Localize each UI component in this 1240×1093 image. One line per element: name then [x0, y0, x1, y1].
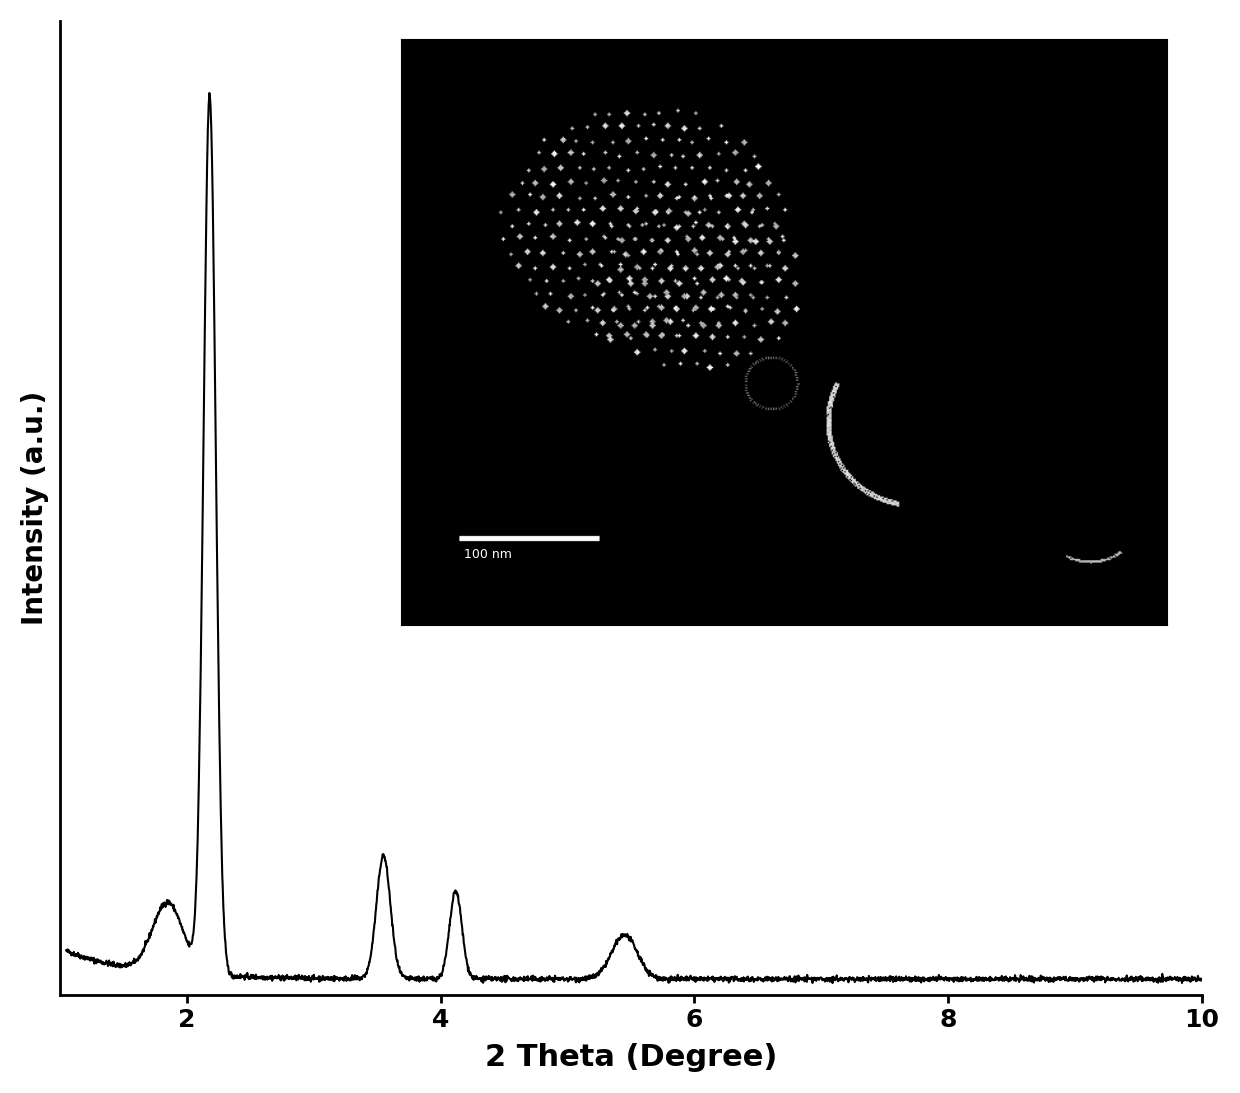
Y-axis label: Intensity (a.u.): Intensity (a.u.)	[21, 390, 48, 625]
X-axis label: 2 Theta (Degree): 2 Theta (Degree)	[485, 1043, 777, 1072]
